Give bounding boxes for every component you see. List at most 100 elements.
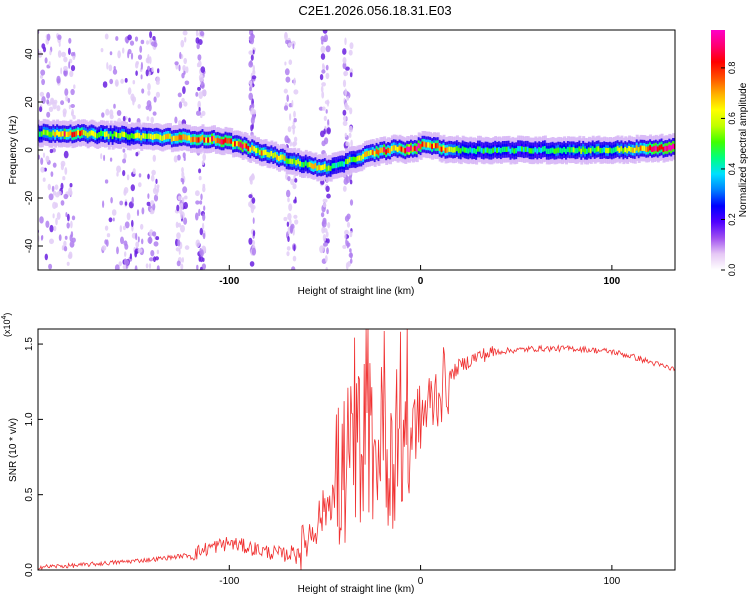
noise-speckle (100, 153, 103, 160)
ridge-core (651, 146, 654, 152)
ridge-core (410, 145, 413, 151)
noise-speckle (178, 64, 181, 72)
noise-speckle (287, 197, 290, 203)
ridge-core (203, 137, 207, 143)
noise-speckle (120, 236, 124, 245)
noise-speckle (321, 82, 326, 87)
noise-speckle (135, 232, 138, 241)
noise-speckle (130, 52, 134, 60)
ridge-core (234, 141, 237, 147)
noise-speckle (326, 127, 331, 135)
noise-speckle (252, 64, 255, 73)
ridge-core (385, 149, 389, 155)
noise-speckle (179, 51, 182, 60)
noise-speckle (293, 214, 298, 219)
ridge-core (264, 149, 268, 155)
ridge-core (534, 147, 538, 153)
noise-speckle (151, 67, 154, 72)
ridge-core (251, 145, 255, 151)
noise-speckle (39, 216, 44, 224)
ridge-core (285, 158, 289, 164)
noise-speckle (348, 125, 353, 133)
noise-speckle (41, 43, 46, 49)
noise-speckle (198, 91, 203, 99)
noise-speckle (155, 178, 158, 184)
ridge-core (371, 149, 375, 155)
ridge-core (180, 135, 184, 141)
noise-speckle (249, 261, 255, 267)
ridge-core (56, 130, 60, 136)
noise-speckle (320, 53, 326, 60)
ridge-core (603, 147, 607, 153)
noise-speckle (200, 249, 204, 257)
ridge-core (44, 130, 48, 136)
ridge-core (283, 155, 287, 161)
noise-speckle (156, 76, 161, 83)
noise-speckle (248, 50, 254, 55)
noise-speckle (324, 100, 330, 105)
noise-speckle (124, 201, 128, 206)
ridge-core (511, 147, 515, 153)
noise-speckle (63, 68, 68, 77)
noise-speckle (135, 70, 138, 76)
noise-speckle (184, 195, 188, 200)
noise-speckle (249, 60, 253, 66)
ridge-core (226, 138, 230, 144)
ridge-core (547, 148, 551, 154)
colorbar-ticks: 0.0 0.2 0.4 0.6 0.8 (721, 62, 737, 276)
noise-speckle (62, 176, 66, 181)
ridge-core (568, 147, 572, 153)
noise-speckle (56, 212, 61, 220)
noise-speckle (69, 240, 75, 248)
noise-speckle (292, 255, 297, 262)
x-tick-label: -100 (219, 576, 239, 587)
noise-speckle (342, 244, 347, 249)
ridge-core (73, 131, 77, 137)
ridge-core (167, 133, 171, 139)
ridge-core (262, 150, 266, 156)
ridge-core (157, 134, 161, 140)
noise-speckle (195, 190, 200, 197)
ridge-core (475, 148, 479, 155)
noise-speckle (116, 110, 122, 116)
ridge-core (50, 131, 54, 138)
ridge-core (333, 162, 337, 169)
ridge-core (471, 148, 475, 154)
ridge-core (364, 151, 368, 157)
ridge-core (660, 144, 664, 150)
ridge-core (60, 131, 63, 137)
noise-speckle (325, 231, 329, 238)
noise-speckle (291, 124, 296, 130)
ridge-core (144, 133, 148, 139)
noise-speckle (198, 208, 201, 217)
ridge-core (241, 144, 245, 150)
ridge-core (654, 145, 658, 151)
noise-speckle (106, 233, 111, 238)
ridge-core (52, 130, 56, 136)
ridge-core (578, 146, 582, 152)
noise-speckle (136, 209, 140, 217)
noise-speckle (67, 213, 70, 222)
noise-speckle (289, 141, 293, 147)
ridge-core (243, 142, 247, 148)
ridge-core (170, 136, 174, 142)
noise-speckle (49, 238, 54, 245)
noise-speckle (342, 57, 347, 64)
ridge-core (287, 158, 291, 164)
noise-speckle (44, 57, 48, 64)
y-tick-label: 0 (24, 147, 35, 153)
ridge-core (597, 146, 601, 152)
noise-speckle (153, 96, 157, 103)
ridge-core (423, 141, 427, 147)
ridge-core (415, 146, 419, 152)
ridge-core (75, 131, 79, 137)
noise-speckle (64, 235, 68, 240)
ridge-core (343, 161, 347, 167)
noise-speckle (342, 62, 347, 70)
ridge-core (570, 147, 574, 153)
colorbar-gradient (711, 30, 725, 270)
ridge-core (325, 166, 329, 172)
noise-speckle (39, 91, 45, 97)
y-tick-label: 1.0 (24, 412, 35, 426)
y-tick-label: 40 (24, 48, 35, 60)
